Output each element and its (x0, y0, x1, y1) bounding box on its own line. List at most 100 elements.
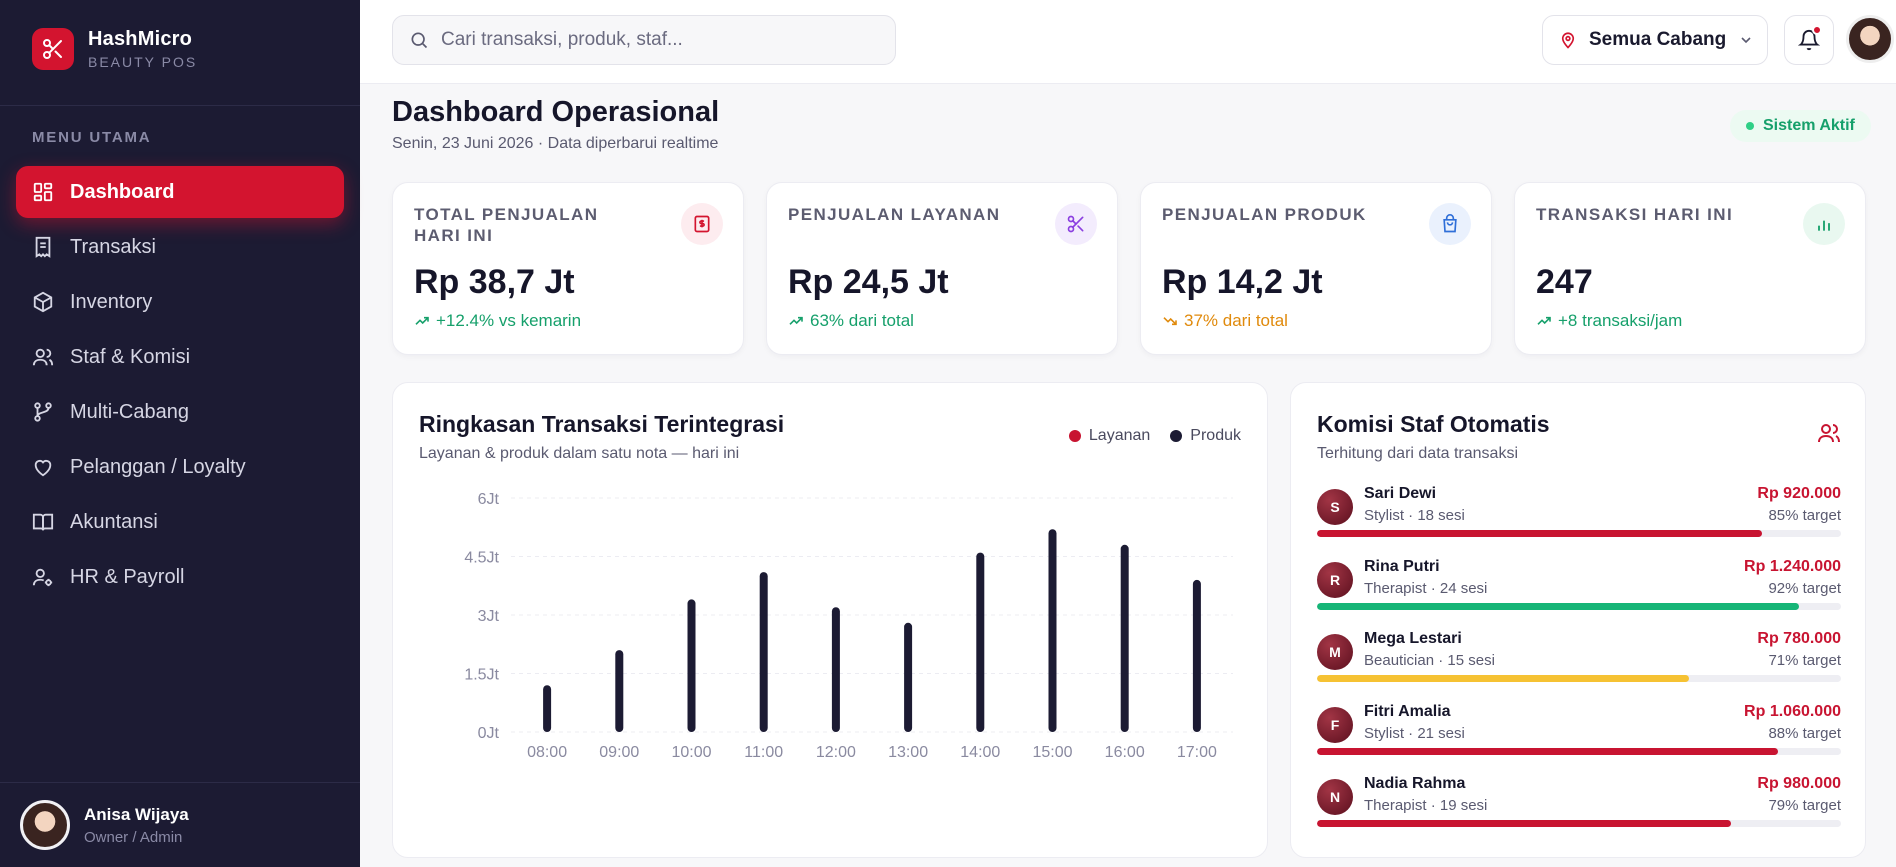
user-gear-icon (32, 568, 53, 587)
kpi-card-total-sales[interactable]: TOTAL PENJUALAN HARI INI Rp 38,7 Jt +12.… (392, 182, 744, 355)
chart-legend: Layanan Produk (1068, 427, 1241, 445)
staff-name: Mega Lestari (1364, 630, 1462, 647)
avatar: F (1317, 706, 1353, 743)
kpi-label: TRANSAKSI HARI INI (1536, 205, 1734, 224)
legend-label: Produk (1190, 427, 1241, 444)
legend-item-layanan[interactable]: Layanan (1068, 427, 1151, 445)
x-tick-label: 09:00 (599, 744, 639, 761)
search-icon (411, 32, 428, 49)
avatar: S (1317, 489, 1353, 525)
sidebar-item-label: Staf & Komisi (70, 345, 191, 368)
progress-fill (1317, 530, 1763, 537)
commission-row[interactable]: N Nadia Rahma Therapist · 19 sesi Rp 980… (1317, 773, 1841, 846)
x-tick-label: 15:00 (1032, 744, 1072, 761)
sidebar-item-akuntansi[interactable]: Akuntansi (16, 496, 344, 548)
search-input[interactable] (441, 29, 881, 51)
commission-row[interactable]: M Mega Lestari Beautician · 15 sesi Rp 7… (1317, 628, 1841, 701)
x-tick-label: 08:00 (527, 744, 567, 761)
box-icon (33, 291, 53, 313)
legend-label: Layanan (1088, 427, 1151, 444)
sidebar-item-hr-payroll[interactable]: HR & Payroll (16, 551, 344, 603)
staff-role: Therapist · 19 sesi (1364, 797, 1488, 814)
status-dot (1746, 122, 1754, 130)
search-box[interactable] (392, 15, 896, 65)
bar-produk (904, 622, 913, 732)
commission-subtitle: Terhitung dari data transaksi (1317, 445, 1518, 462)
avatar: N (1317, 779, 1353, 815)
y-tick-label: 3Jt (478, 608, 500, 625)
sidebar-item-pelanggan-loyalty[interactable]: Pelanggan / Loyalty (16, 441, 344, 493)
staff-name: Fitri Amalia (1364, 702, 1451, 720)
sidebar-item-dashboard[interactable]: Dashboard (16, 166, 344, 218)
commission-amount: Rp 1.060.000 (1744, 702, 1841, 720)
sidebar-item-label: HR & Payroll (70, 565, 185, 588)
kpi-delta: 63% dari total (788, 311, 914, 331)
kpi-card-service-sales[interactable]: PENJUALAN LAYANAN Rp 24,5 Jt 63% dari to… (766, 182, 1118, 355)
branch-label: Semua Cabang (1589, 29, 1727, 50)
bell-icon (1798, 30, 1820, 51)
sidebar-item-label: Dashboard (70, 180, 175, 203)
sidebar-menu: Dashboard Transaksi Inventory Staf & Kom… (16, 166, 344, 606)
divider (0, 105, 360, 106)
y-tick-label: 6Jt (478, 491, 500, 508)
user-profile[interactable]: Anisa Wijaya Owner / Admin (0, 782, 360, 867)
sidebar-item-transaksi[interactable]: Transaksi (16, 221, 344, 273)
legend-item-produk[interactable]: Produk (1170, 427, 1241, 445)
avatar: R (1317, 561, 1353, 598)
users-icon[interactable] (1817, 421, 1841, 445)
kpi-value: Rp 14,2 Jt (1162, 263, 1323, 301)
chart-title: Ringkasan Transaksi Terintegrasi (419, 411, 785, 437)
trend-up-icon (415, 316, 429, 325)
brand-subtitle: BEAUTY POS (88, 54, 198, 70)
users-icon (32, 348, 54, 366)
kpi-card-product-sales[interactable]: PENJUALAN PRODUK Rp 14,2 Jt 37% dari tot… (1140, 182, 1492, 355)
kpi-delta-text: 37% dari total (1184, 311, 1288, 330)
progress-fill (1317, 602, 1800, 610)
book-icon (32, 513, 54, 531)
branch-selector[interactable]: Semua Cabang (1542, 15, 1768, 65)
staff-role: Therapist · 24 sesi (1364, 579, 1488, 597)
trend-up-icon (1537, 316, 1551, 325)
status-label: Sistem Aktif (1763, 117, 1855, 134)
x-tick-label: 11:00 (744, 744, 783, 761)
commission-amount: Rp 1.240.000 (1744, 557, 1841, 575)
progress-bar (1317, 820, 1841, 827)
brand[interactable]: HashMicro BEAUTY POS (32, 28, 197, 70)
kpi-delta-text: 63% dari total (810, 311, 914, 330)
avatar[interactable] (1846, 15, 1894, 63)
sidebar-item-inventory[interactable]: Inventory (16, 276, 344, 328)
kpi-card-transactions[interactable]: TRANSAKSI HARI INI 247 +8 transaksi/jam (1514, 182, 1866, 355)
bar-produk (543, 685, 552, 732)
y-tick-label: 4.5Jt (464, 550, 499, 567)
commission-row[interactable]: R Rina Putri Therapist · 24 sesi Rp 1.24… (1317, 556, 1841, 629)
x-tick-label: 13:00 (888, 744, 928, 761)
bag-icon (1429, 203, 1471, 245)
kpi-delta-text: +8 transaksi/jam (1558, 311, 1683, 330)
x-tick-label: 10:00 (671, 744, 711, 761)
staff-name: Rina Putri (1364, 557, 1440, 575)
commission-row[interactable]: S Sari Dewi Stylist · 18 sesi Rp 920.000… (1317, 483, 1841, 556)
bar-produk (1192, 579, 1201, 732)
progress-bar (1317, 602, 1841, 610)
branch-icon (34, 402, 52, 422)
grid-icon (33, 182, 53, 202)
kpi-label: TOTAL PENJUALAN HARI INI (414, 205, 599, 245)
y-tick-label: 0Jt (478, 725, 500, 742)
sidebar-item-multi-cabang[interactable]: Multi-Cabang (16, 386, 344, 438)
notification-badge (1812, 25, 1822, 35)
bar-chart-icon (1803, 203, 1845, 245)
bar-produk (1048, 529, 1057, 732)
bar-produk (1120, 544, 1129, 732)
notification-button[interactable] (1784, 15, 1834, 65)
heart-icon (34, 460, 52, 477)
staff-role: Beautician · 15 sesi (1364, 652, 1495, 669)
receipt-icon (35, 236, 51, 258)
sidebar-item-staf-komisi[interactable]: Staf & Komisi (16, 331, 344, 383)
x-tick-label: 14:00 (960, 744, 1000, 761)
menu-heading: MENU UTAMA (32, 129, 152, 146)
progress-bar (1317, 530, 1841, 537)
commission-title: Komisi Staf Otomatis (1317, 411, 1550, 437)
kpi-delta: +12.4% vs kemarin (414, 311, 581, 331)
commission-row[interactable]: F Fitri Amalia Stylist · 21 sesi Rp 1.06… (1317, 701, 1841, 774)
kpi-value: 247 (1536, 263, 1593, 301)
